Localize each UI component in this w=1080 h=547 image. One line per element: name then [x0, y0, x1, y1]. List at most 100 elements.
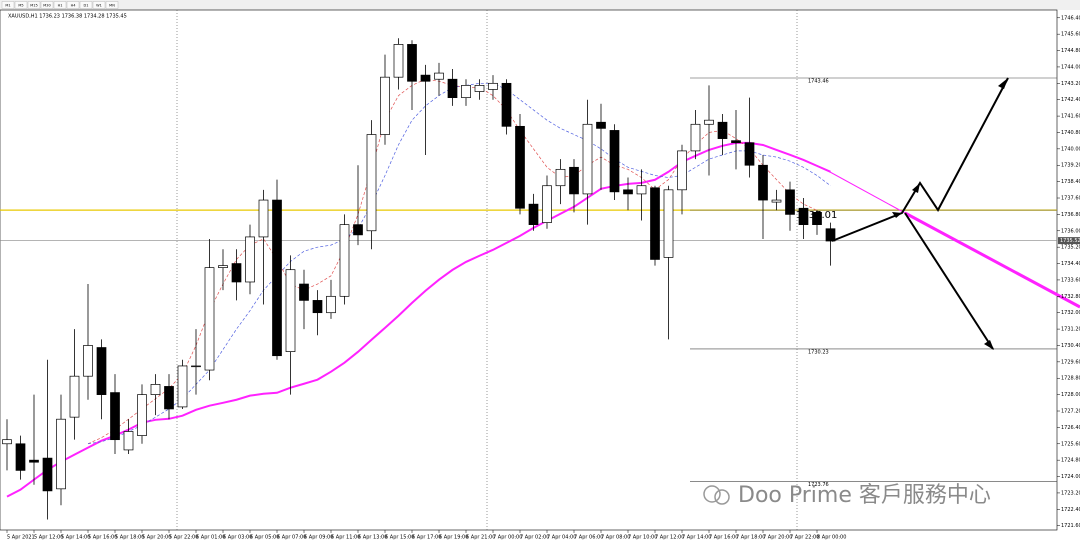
- candle-body: [569, 166, 579, 195]
- candle-body: [717, 121, 728, 139]
- y-tick-label: 1732.00: [1061, 310, 1080, 316]
- candle-body: [353, 224, 363, 236]
- timeframe-button[interactable]: [79, 1, 93, 9]
- candle-body: [56, 418, 66, 490]
- candle-body: [528, 203, 539, 225]
- watermark-text: Doo Prime 客戶服務中心: [738, 483, 991, 508]
- candle-body: [825, 228, 836, 242]
- candle-body: [488, 82, 498, 90]
- candle-body: [326, 295, 336, 314]
- timeframe-button[interactable]: [14, 1, 28, 9]
- logo: [714, 489, 730, 505]
- x-tick-label: 5 Apr 14:00: [61, 535, 90, 541]
- timeframe-label: H1: [58, 4, 63, 8]
- watermark: Doo Prime 客戶服務中心: [703, 483, 991, 508]
- x-tick-label: 7 Apr 22:00: [790, 535, 819, 541]
- day-separators: [176, 10, 798, 530]
- candle-body: [137, 394, 147, 436]
- timeframe-button[interactable]: [27, 1, 41, 9]
- x-tick-label: 6 Apr 19:00: [439, 535, 468, 541]
- candle-body: [501, 82, 512, 127]
- timeframe-button[interactable]: [53, 1, 67, 9]
- logo: [703, 485, 721, 503]
- candle-body: [407, 44, 417, 82]
- y-tick-label: 1742.40: [1061, 97, 1080, 103]
- candle-body: [15, 443, 26, 471]
- x-tick-label: 5 Apr 22:00: [169, 535, 198, 541]
- x-tick-label: 7 Apr 04:00: [547, 535, 576, 541]
- projection: [829, 77, 1080, 350]
- timeframe-label: W1: [96, 4, 102, 8]
- plot-frame: [0, 9, 1058, 531]
- y-tick-label: 1735.20: [1061, 245, 1080, 251]
- candle-body: [191, 365, 201, 368]
- candle-body: [380, 76, 390, 135]
- y-tick-label: 1739.20: [1061, 163, 1080, 169]
- timeframe-button[interactable]: [105, 1, 119, 9]
- moving-average: [87, 78, 818, 445]
- y-tick-label: 1731.20: [1061, 327, 1080, 333]
- candle-body: [555, 168, 566, 187]
- candle-body: [798, 207, 809, 225]
- candle-body: [110, 392, 120, 441]
- candle-body: [366, 134, 377, 232]
- timeframe-button[interactable]: [66, 1, 80, 9]
- arrow-head: [892, 212, 902, 218]
- x-tick-label: 6 Apr 07:00: [277, 535, 306, 541]
- candle-body: [474, 85, 485, 92]
- x-tick-label: 6 Apr 03:00: [223, 535, 252, 541]
- candle-body: [29, 459, 39, 463]
- y-tick-label: 1729.60: [1061, 359, 1080, 365]
- candle-body: [2, 439, 12, 445]
- x-tick-label: 7 Apr 14:00: [682, 535, 711, 541]
- candle-body: [461, 85, 471, 99]
- y-tick-label: 1745.60: [1061, 32, 1080, 38]
- y-tick-label: 1744.00: [1061, 64, 1080, 70]
- x-tick-label: 5 Apr 12:00: [34, 535, 63, 541]
- timeframe-button[interactable]: [1, 1, 15, 9]
- candle-body: [245, 236, 255, 283]
- candle-body: [515, 125, 525, 209]
- y-tick-label: 1728.00: [1061, 392, 1080, 398]
- timeframe-button[interactable]: [40, 1, 54, 9]
- x-tick-label: 8 Apr 00:00: [817, 535, 846, 541]
- current-price-label: 1735.52: [1060, 238, 1080, 244]
- x-tick-label: 6 Apr 13:00: [358, 535, 387, 541]
- candle-body: [771, 199, 782, 203]
- timeframe-button[interactable]: [92, 1, 106, 9]
- candle-body: [123, 431, 134, 451]
- chart-title: XAUUSD,H1 1736.23 1736.38 1734.28 1735.4…: [8, 14, 127, 20]
- candle-body: [731, 140, 741, 144]
- candle-body: [339, 224, 350, 297]
- candle-body: [218, 265, 228, 268]
- y-tick-label: 1733.60: [1061, 277, 1080, 283]
- level-label: 1723.76: [808, 482, 829, 488]
- y-tick-label: 1744.80: [1061, 48, 1080, 54]
- candle-body: [744, 142, 755, 166]
- candle-body: [609, 130, 620, 193]
- candle-body: [650, 187, 660, 260]
- timeframe-label: H4: [71, 4, 77, 8]
- y-tick-label: 1723.20: [1061, 490, 1080, 496]
- arrow-head: [912, 183, 920, 193]
- x-tick-label: 7 Apr 00:00: [493, 535, 522, 541]
- x-tick-label: 5 Apr 18:00: [115, 535, 144, 541]
- x-tick-label: 6 Apr 15:00: [385, 535, 414, 541]
- timeframe-label: MN: [109, 4, 115, 8]
- y-tick-label: 1732.80: [1061, 294, 1080, 300]
- candle-body: [420, 74, 431, 82]
- candle-body: [150, 384, 161, 395]
- arrow-head: [998, 78, 1008, 89]
- x-tick-label: 7 Apr 02:00: [520, 535, 549, 541]
- level-label: 1730.23: [808, 349, 829, 355]
- candle-body: [164, 386, 174, 410]
- x-tick-label: 6 Apr 17:00: [412, 535, 441, 541]
- y-tick-label: 1726.40: [1061, 425, 1080, 431]
- y-tick-label: 1736.80: [1061, 212, 1080, 218]
- y-tick-label: 1728.80: [1061, 376, 1080, 382]
- y-tick-label: 1724.00: [1061, 474, 1080, 480]
- candle-body: [312, 300, 323, 314]
- x-tick-label: 7 Apr 12:00: [655, 535, 684, 541]
- y-tick-label: 1741.60: [1061, 114, 1080, 120]
